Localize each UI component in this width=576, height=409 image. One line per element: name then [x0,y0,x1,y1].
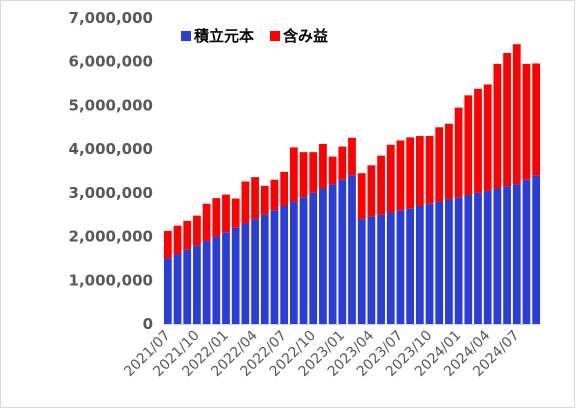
bar-segment-unrealized-gain [396,140,405,211]
bar-segment-principal [270,210,279,324]
bar-segment-unrealized-gain [289,147,298,202]
bar-segment-unrealized-gain [406,137,415,209]
bar-segment-unrealized-gain [338,146,347,180]
bar-segment-unrealized-gain [260,185,269,215]
bar-segment-principal [425,203,434,324]
bar-segment-unrealized-gain [222,194,230,233]
y-tick-label: 1,000,000 [69,271,153,289]
bar-segment-unrealized-gain [241,181,250,224]
bar-segment-unrealized-gain [445,123,453,200]
bar-segment-principal [260,214,269,324]
bar-segment-principal [280,205,289,324]
bar-segment-unrealized-gain [532,63,541,176]
bar-segment-unrealized-gain [328,156,337,185]
bars [163,44,541,324]
bar-segment-unrealized-gain [435,127,444,202]
bar-segment-unrealized-gain [386,144,395,213]
bar-segment-unrealized-gain [503,52,511,187]
bar-segment-unrealized-gain [202,203,211,241]
bar-segment-principal [183,249,192,324]
bar-segment-principal [532,175,541,324]
bar-segment-principal [454,197,463,324]
bar-segment-principal [396,210,405,324]
bar-segment-principal [231,227,240,324]
y-tick-label: 6,000,000 [69,53,153,71]
y-axis-ticks: 0 1,000,000 2,000,000 3,000,000 4,000,000 5,0… [69,9,153,333]
bar-segment-principal [163,258,172,324]
bar-segment-principal [445,199,453,324]
bar-segment-unrealized-gain [512,44,521,185]
bar-segment-unrealized-gain [193,215,201,246]
bar-segment-unrealized-gain [425,136,434,204]
y-tick-label: 4,000,000 [69,140,153,158]
bar-segment-principal [522,179,531,324]
bar-segment-principal [357,219,366,324]
bar-segment-principal [328,184,337,324]
bar-segment-principal [202,240,211,324]
bar-segment-principal [386,212,395,324]
bar-segment-unrealized-gain [493,63,502,189]
legend-swatch-unrealized-gain [270,31,280,41]
bar-segment-principal [415,205,424,324]
bar-segment-principal [435,201,444,324]
bar-segment-principal [193,245,201,324]
bar-segment-unrealized-gain [183,220,192,250]
bar-segment-principal [222,232,230,324]
bar-segment-unrealized-gain [367,165,376,217]
bar-segment-principal [348,175,356,324]
y-tick-label: 2,000,000 [69,228,153,246]
bar-segment-unrealized-gain [474,88,482,193]
bar-segment-unrealized-gain [377,155,385,215]
bar-segment-principal [367,216,376,324]
bar-segment-unrealized-gain [415,136,424,206]
bar-segment-principal [493,188,502,324]
bar-segment-principal [319,188,327,324]
bar-segment-unrealized-gain [173,225,182,255]
legend-swatch-principal [181,31,191,41]
bar-segment-principal [377,214,385,324]
bar-segment-unrealized-gain [464,95,473,196]
bar-segment-unrealized-gain [270,179,279,211]
bar-segment-principal [512,184,521,324]
bar-segment-unrealized-gain [522,63,531,180]
bar-segment-principal [251,219,259,324]
bar-segment-principal [474,192,482,324]
bar-segment-unrealized-gain [348,137,356,176]
legend: 積立元本 含み益 [181,27,328,45]
bar-segment-unrealized-gain [309,152,318,193]
legend-label-principal: 積立元本 [193,27,254,45]
bar-segment-principal [173,254,182,324]
bar-segment-principal [241,223,250,324]
bar-segment-principal [309,192,318,324]
bar-segment-unrealized-gain [212,198,221,237]
y-tick-label: 0 [143,315,153,333]
bar-segment-principal [483,190,492,324]
bar-segment-unrealized-gain [251,177,259,220]
bar-segment-principal [406,208,415,324]
bar-segment-principal [299,197,308,324]
x-axis-ticks: 2021/072021/102022/012022/042022/072022/… [121,327,522,380]
bar-segment-unrealized-gain [357,173,366,220]
bar-segment-unrealized-gain [280,171,289,206]
bar-segment-principal [289,201,298,324]
bar-segment-unrealized-gain [319,143,327,189]
bar-segment-unrealized-gain [299,152,308,198]
bar-segment-unrealized-gain [231,198,240,228]
bar-segment-unrealized-gain [454,107,463,198]
bar-segment-principal [464,195,473,324]
y-tick-label: 5,000,000 [69,96,153,114]
bar-segment-principal [338,179,347,324]
bar-segment-unrealized-gain [163,230,172,259]
bar-segment-principal [503,186,511,324]
y-tick-label: 7,000,000 [69,9,153,27]
legend-label-unrealized-gain: 含み益 [283,27,328,45]
y-tick-label: 3,000,000 [69,184,153,202]
bar-segment-unrealized-gain [483,84,492,191]
bar-segment-principal [212,236,221,324]
